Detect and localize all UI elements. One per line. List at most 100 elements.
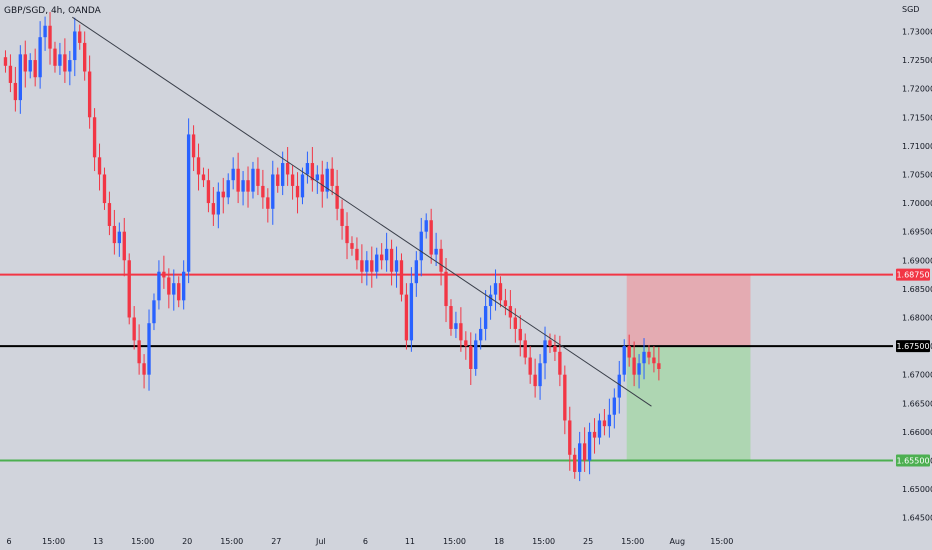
candle (320, 160, 324, 208)
candle (439, 239, 443, 286)
candle (305, 151, 310, 184)
candle-body (548, 340, 552, 347)
candle-body (429, 220, 433, 255)
candle-body (137, 340, 141, 364)
x-tick-label: 15:00 (443, 537, 466, 546)
candle (365, 251, 369, 286)
candle (493, 269, 498, 311)
y-tick-label: 1.68000 (902, 313, 932, 322)
candle (87, 55, 92, 129)
candle (483, 290, 488, 341)
candle (310, 147, 315, 192)
candle (469, 332, 473, 385)
candle-body (553, 346, 557, 352)
candle-body (642, 351, 646, 364)
candle-body (523, 340, 527, 358)
candle (563, 365, 567, 435)
candle (78, 24, 82, 50)
candle (414, 251, 418, 297)
candle-body (498, 283, 503, 301)
candle (449, 299, 453, 336)
candle (251, 161, 255, 199)
candle-body (543, 340, 547, 364)
candle-body (464, 340, 468, 347)
candle-body (558, 351, 562, 375)
candle-body (201, 174, 206, 181)
candle (43, 16, 47, 51)
candle (612, 388, 616, 429)
candle-body (251, 168, 255, 192)
y-tick-label: 1.73000 (902, 27, 932, 36)
candle (13, 66, 18, 112)
price-tag-entry (896, 340, 930, 353)
candle (350, 236, 354, 256)
candle (380, 243, 384, 270)
candle (117, 222, 121, 257)
candle (518, 315, 522, 357)
candle (261, 169, 265, 209)
candle-body (117, 231, 121, 244)
candle (474, 333, 478, 376)
candle (182, 260, 186, 310)
candle (538, 354, 542, 400)
candle-body (83, 42, 87, 72)
candle-body (375, 254, 379, 272)
candle (68, 50, 72, 86)
x-tick-label: 15:00 (710, 537, 733, 546)
candle (122, 217, 126, 277)
candle (607, 398, 612, 438)
candle (152, 293, 156, 331)
candle (553, 334, 557, 361)
candle-body (102, 174, 107, 204)
candle-body (592, 431, 597, 438)
candle-body (597, 420, 602, 438)
candle (8, 54, 13, 93)
candle (528, 346, 532, 384)
candle-body (444, 271, 448, 307)
symbol-title: GBP/SGD, 4h, OANDA (4, 6, 102, 16)
candle-body (320, 174, 324, 192)
candle (582, 427, 587, 472)
candle (48, 12, 52, 65)
candle-body (28, 60, 32, 72)
candle (360, 244, 364, 284)
candle-body (112, 225, 117, 244)
stop-loss-zone[interactable] (626, 274, 751, 347)
candle-body (226, 180, 230, 198)
candle (503, 288, 508, 316)
candle (375, 247, 379, 279)
candle (513, 308, 517, 343)
x-tick-label: 20 (182, 537, 192, 546)
candle (602, 409, 607, 436)
candle (315, 165, 319, 194)
candle-body (8, 65, 13, 83)
candle-body (177, 283, 181, 301)
candle-body (63, 54, 67, 72)
candle (384, 232, 389, 272)
candle (127, 253, 131, 325)
trendline[interactable] (72, 16, 652, 407)
candle-body (23, 54, 27, 72)
candle (162, 255, 166, 289)
candle (533, 358, 537, 398)
candle-body (97, 157, 102, 175)
candle-body (617, 374, 621, 398)
x-tick-label: 18 (494, 537, 504, 546)
candle (543, 326, 547, 380)
candle-body (419, 231, 423, 261)
x-tick-label: 15:00 (621, 537, 644, 546)
candle-body (290, 174, 295, 186)
candle-body (211, 203, 216, 215)
candle-body (409, 283, 414, 341)
candle-body (231, 168, 235, 181)
candle (587, 422, 592, 475)
y-tick-label: 1.66500 (902, 399, 932, 408)
candle (58, 42, 62, 75)
candle (246, 166, 250, 208)
candle-body (281, 163, 285, 186)
candle-body (578, 443, 582, 472)
candle (355, 237, 359, 270)
candle-body (424, 220, 428, 232)
y-tick-label: 1.69000 (902, 256, 932, 265)
